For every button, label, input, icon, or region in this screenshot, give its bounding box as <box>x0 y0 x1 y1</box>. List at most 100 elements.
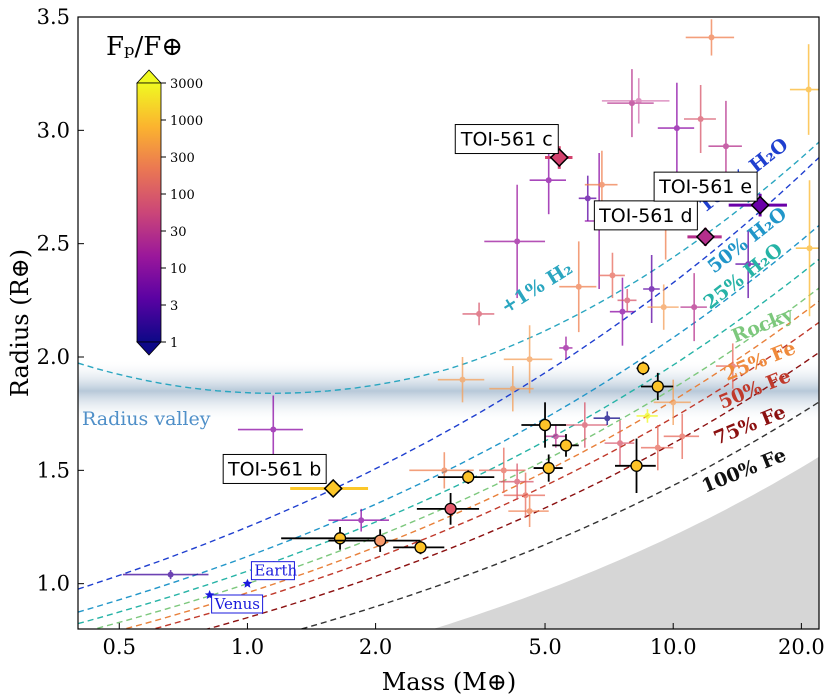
label-h2-envelope: +1% H₂ <box>497 257 577 318</box>
precise-planet-point <box>636 361 650 376</box>
radius-valley-label: Radius valley <box>82 408 211 430</box>
planet-point <box>640 425 674 471</box>
x-tick-label: 10.0 <box>650 635 697 659</box>
colorbar-title: Fₚ/F⊕ <box>106 32 183 62</box>
planet-point <box>735 230 761 299</box>
planet-point <box>489 366 534 412</box>
plot-frame <box>77 16 820 630</box>
planet-marker <box>476 310 483 317</box>
planet-point <box>484 184 546 299</box>
precise-planet-marker <box>637 362 650 375</box>
planet-marker <box>619 308 626 315</box>
planet-marker <box>562 344 569 351</box>
precise-planet-marker <box>414 541 427 554</box>
planet-point <box>599 252 625 299</box>
planet-marker <box>514 478 521 485</box>
colorbar-tick-label: 3000 <box>170 77 203 92</box>
planet-marker <box>654 444 661 451</box>
planet-point <box>559 241 597 333</box>
planet-marker <box>509 385 516 392</box>
toi561-label-text: TOI-561 d <box>598 205 692 227</box>
precise-planet-point <box>533 454 563 482</box>
planet-point <box>663 413 700 459</box>
planet-point <box>685 19 735 56</box>
colorbar-tick-label: 1000 <box>170 114 203 129</box>
curve-h2 <box>78 141 819 395</box>
toi561-label: TOI-561 b <box>222 453 327 484</box>
precise-planet-marker <box>333 532 347 545</box>
planet-point <box>328 508 389 532</box>
planet-point <box>499 463 534 500</box>
y-tick-label: 2.5 <box>37 232 70 256</box>
planet-marker <box>552 433 559 440</box>
planet-point <box>636 409 658 423</box>
toi561-label: TOI-561 c <box>454 124 559 155</box>
x-tick-label: 5.0 <box>528 635 561 659</box>
planet-marker <box>722 143 729 150</box>
toi561-marker <box>695 227 715 247</box>
planet-marker <box>500 467 507 474</box>
planet-point <box>607 69 654 138</box>
planet-marker <box>441 467 448 474</box>
solar-system-label: Earth <box>250 561 298 581</box>
colorbar-top-arrow <box>136 69 162 84</box>
y-tick-label: 3.0 <box>37 118 70 142</box>
planet-point <box>237 395 303 464</box>
planet-marker <box>617 440 624 447</box>
precise-planet-marker <box>444 502 457 516</box>
planet-marker <box>670 399 677 406</box>
precise-planet-marker <box>538 418 552 432</box>
precise-planet-point <box>615 438 656 493</box>
y-tick-label: 1.0 <box>37 572 70 596</box>
precise-planet-point <box>416 493 480 525</box>
solar-system-point <box>242 578 253 588</box>
toi561-label-text: TOI-561 b <box>227 458 321 480</box>
planet-marker <box>522 492 529 499</box>
toi561-label-text: TOI-561 c <box>460 129 553 151</box>
toi561-label: TOI-561 d <box>593 200 698 231</box>
precise-planet-point <box>281 527 385 550</box>
radius-valley-band <box>78 359 819 423</box>
solar-system-star <box>204 590 215 599</box>
curve-6 <box>78 224 819 613</box>
planet-marker <box>270 426 277 433</box>
toi561-label-box <box>653 171 758 202</box>
colorbar-gradient <box>136 82 162 343</box>
planet-point <box>680 273 707 342</box>
solar-system-label-box <box>211 594 264 614</box>
y-axis-label: Radius (R⊕) <box>6 249 34 397</box>
planet-marker <box>745 261 752 268</box>
planet-marker <box>598 181 605 188</box>
planet-marker <box>673 125 680 132</box>
planet-marker <box>526 508 533 515</box>
planet-marker <box>635 97 642 104</box>
curve-5 <box>78 258 819 625</box>
planet-marker <box>805 86 812 93</box>
toi561-label-box <box>454 124 559 155</box>
planet-point <box>715 343 749 389</box>
planet-point <box>559 336 573 360</box>
planet-marker <box>806 245 813 252</box>
precise-planet-point <box>521 402 566 448</box>
curve-7 <box>78 157 819 590</box>
toi561-point <box>687 227 722 247</box>
planet-point <box>409 452 474 489</box>
planet-point <box>462 302 495 326</box>
planet-marker <box>679 433 686 440</box>
planet-marker <box>644 412 651 419</box>
planet-marker <box>459 376 466 383</box>
forbidden-region <box>78 456 819 629</box>
toi561-label-box <box>222 453 327 484</box>
colorbar-tick-label: 3 <box>170 299 178 314</box>
colorbar-tick-label: 100 <box>170 188 195 203</box>
colorbar-tick-label: 30 <box>170 225 187 240</box>
x-tick-label: 2.0 <box>359 635 392 659</box>
planet-point <box>789 44 819 135</box>
solar-system-label-text: Earth <box>254 562 297 580</box>
solar-system-star <box>242 578 253 588</box>
planet-marker <box>624 297 631 304</box>
planet-point <box>657 82 695 174</box>
planet-point <box>609 277 635 346</box>
planet-point <box>593 411 621 425</box>
